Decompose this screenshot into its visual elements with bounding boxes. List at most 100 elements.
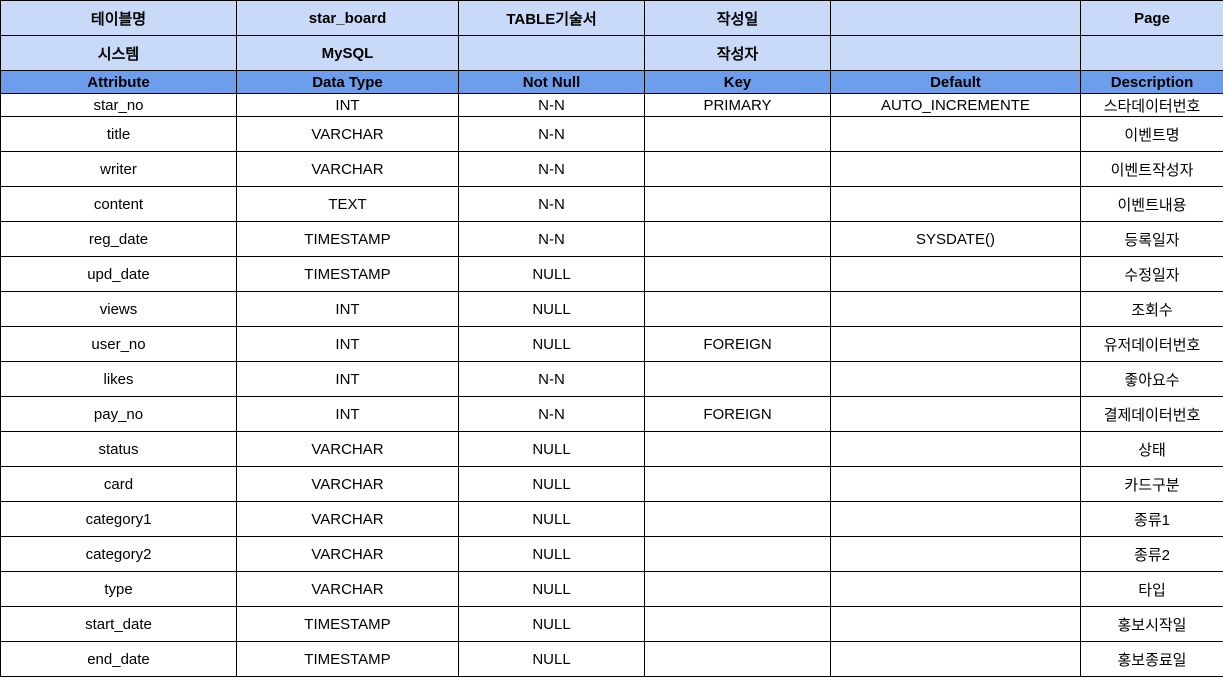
cell-data-type: INT bbox=[236, 291, 459, 327]
table-row: category1 VARCHAR NULL 종류1 bbox=[0, 501, 1223, 537]
column-header-key: Key bbox=[644, 70, 831, 94]
cell-default bbox=[830, 466, 1081, 502]
cell-key: FOREIGN bbox=[644, 396, 831, 432]
cell-default bbox=[830, 501, 1081, 537]
cell-attribute: end_date bbox=[0, 641, 237, 677]
cell-attribute: writer bbox=[0, 151, 237, 187]
cell-attribute: likes bbox=[0, 361, 237, 397]
column-header-row: Attribute Data Type Not Null Key Default… bbox=[0, 70, 1223, 94]
cell-key bbox=[644, 606, 831, 642]
meta-cell-author-label: 작성자 bbox=[644, 35, 831, 71]
cell-description: 좋아요수 bbox=[1080, 361, 1223, 397]
cell-data-type: TIMESTAMP bbox=[236, 221, 459, 257]
cell-description: 수정일자 bbox=[1080, 256, 1223, 292]
column-header-default: Default bbox=[830, 70, 1081, 94]
cell-default bbox=[830, 291, 1081, 327]
cell-default bbox=[830, 256, 1081, 292]
cell-not-null: N-N bbox=[458, 221, 645, 257]
cell-key bbox=[644, 186, 831, 222]
table-row: reg_date TIMESTAMP N-N SYSDATE() 등록일자 bbox=[0, 221, 1223, 257]
cell-data-type: INT bbox=[236, 396, 459, 432]
cell-default bbox=[830, 571, 1081, 607]
column-header-data-type: Data Type bbox=[236, 70, 459, 94]
meta-cell-date-label: 작성일 bbox=[644, 0, 831, 36]
cell-not-null: NULL bbox=[458, 291, 645, 327]
cell-default bbox=[830, 361, 1081, 397]
column-header-description: Description bbox=[1080, 70, 1223, 94]
table-row: type VARCHAR NULL 타입 bbox=[0, 571, 1223, 607]
cell-key bbox=[644, 431, 831, 467]
cell-description: 결제데이터번호 bbox=[1080, 396, 1223, 432]
cell-not-null: N-N bbox=[458, 361, 645, 397]
table-row: card VARCHAR NULL 카드구분 bbox=[0, 466, 1223, 502]
table-row: content TEXT N-N 이벤트내용 bbox=[0, 186, 1223, 222]
cell-description: 이벤트명 bbox=[1080, 116, 1223, 152]
cell-data-type: VARCHAR bbox=[236, 151, 459, 187]
meta-row-system-info: 시스템 MySQL 작성자 bbox=[0, 35, 1223, 71]
cell-not-null: N-N bbox=[458, 93, 645, 117]
cell-key bbox=[644, 641, 831, 677]
table-row: user_no INT NULL FOREIGN 유저데이터번호 bbox=[0, 326, 1223, 362]
cell-description: 이벤트내용 bbox=[1080, 186, 1223, 222]
cell-description: 이벤트작성자 bbox=[1080, 151, 1223, 187]
cell-data-type: VARCHAR bbox=[236, 116, 459, 152]
cell-not-null: NULL bbox=[458, 641, 645, 677]
cell-not-null: NULL bbox=[458, 466, 645, 502]
cell-key: FOREIGN bbox=[644, 326, 831, 362]
table-row: end_date TIMESTAMP NULL 홍보종료일 bbox=[0, 641, 1223, 677]
cell-attribute: category1 bbox=[0, 501, 237, 537]
cell-key bbox=[644, 466, 831, 502]
cell-attribute: star_no bbox=[0, 93, 237, 117]
cell-key bbox=[644, 361, 831, 397]
cell-data-type: VARCHAR bbox=[236, 431, 459, 467]
cell-key bbox=[644, 116, 831, 152]
meta-cell-date-value bbox=[830, 0, 1081, 36]
cell-attribute: category2 bbox=[0, 536, 237, 572]
table-row: star_no INT N-N PRIMARY AUTO_INCREMENTE … bbox=[0, 93, 1223, 117]
cell-attribute: pay_no bbox=[0, 396, 237, 432]
column-header-attribute: Attribute bbox=[0, 70, 237, 94]
cell-data-type: TIMESTAMP bbox=[236, 256, 459, 292]
cell-data-type: TIMESTAMP bbox=[236, 641, 459, 677]
cell-not-null: N-N bbox=[458, 396, 645, 432]
cell-not-null: NULL bbox=[458, 536, 645, 572]
table-row: upd_date TIMESTAMP NULL 수정일자 bbox=[0, 256, 1223, 292]
cell-not-null: NULL bbox=[458, 606, 645, 642]
cell-data-type: VARCHAR bbox=[236, 536, 459, 572]
cell-default bbox=[830, 151, 1081, 187]
meta-cell-system-value: MySQL bbox=[236, 35, 459, 71]
cell-data-type: TIMESTAMP bbox=[236, 606, 459, 642]
table-row: status VARCHAR NULL 상태 bbox=[0, 431, 1223, 467]
cell-default bbox=[830, 186, 1081, 222]
cell-default bbox=[830, 641, 1081, 677]
cell-attribute: start_date bbox=[0, 606, 237, 642]
cell-attribute: reg_date bbox=[0, 221, 237, 257]
cell-default bbox=[830, 536, 1081, 572]
meta-cell-system-label: 시스템 bbox=[0, 35, 237, 71]
cell-description: 홍보시작일 bbox=[1080, 606, 1223, 642]
meta-row-table-info: 테이블명 star_board TABLE기술서 작성일 Page bbox=[0, 0, 1223, 36]
meta-cell-table-name-label: 테이블명 bbox=[0, 0, 237, 36]
meta-cell-page-value bbox=[1080, 35, 1223, 71]
cell-description: 등록일자 bbox=[1080, 221, 1223, 257]
cell-key bbox=[644, 221, 831, 257]
cell-attribute: card bbox=[0, 466, 237, 502]
cell-description: 상태 bbox=[1080, 431, 1223, 467]
meta-cell-doc-type: TABLE기술서 bbox=[458, 0, 645, 36]
cell-description: 조회수 bbox=[1080, 291, 1223, 327]
cell-description: 홍보종료일 bbox=[1080, 641, 1223, 677]
table-row: start_date TIMESTAMP NULL 홍보시작일 bbox=[0, 606, 1223, 642]
cell-data-type: TEXT bbox=[236, 186, 459, 222]
cell-data-type: INT bbox=[236, 326, 459, 362]
meta-cell-table-name-value: star_board bbox=[236, 0, 459, 36]
cell-attribute: user_no bbox=[0, 326, 237, 362]
cell-key bbox=[644, 536, 831, 572]
cell-description: 카드구분 bbox=[1080, 466, 1223, 502]
cell-data-type: INT bbox=[236, 361, 459, 397]
cell-not-null: NULL bbox=[458, 571, 645, 607]
cell-data-type: VARCHAR bbox=[236, 501, 459, 537]
cell-key: PRIMARY bbox=[644, 93, 831, 117]
cell-description: 스타데이터번호 bbox=[1080, 93, 1223, 117]
table-row: views INT NULL 조회수 bbox=[0, 291, 1223, 327]
